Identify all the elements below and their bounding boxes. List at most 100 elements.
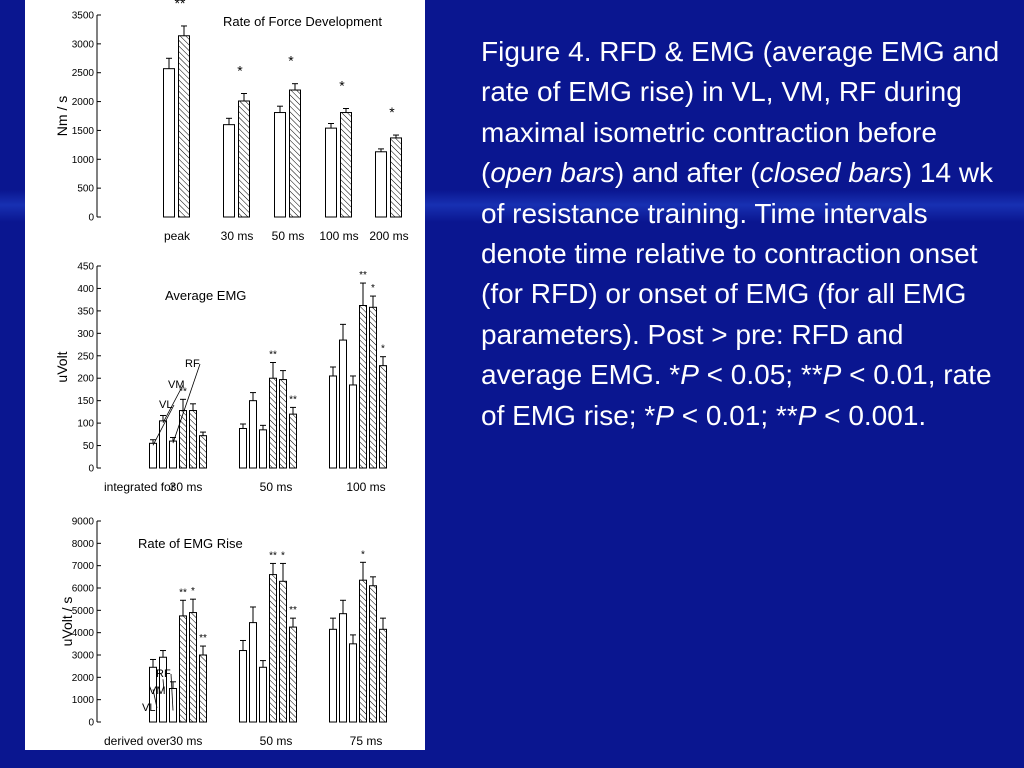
c2-ytick-label-0: 0: [88, 464, 94, 475]
c3-ytick-label-0: 0: [88, 718, 94, 729]
c2-title: Average EMG: [165, 288, 246, 303]
c1-title: Rate of Force Development: [223, 14, 382, 29]
c3-bar-label-vl: VL: [142, 702, 155, 714]
c1-bar-open-1: [223, 124, 235, 218]
c2-bar-hatched-1-0: [269, 377, 277, 469]
c1-sig-4: *: [389, 104, 395, 120]
c1-bar-hatched-2: [289, 89, 301, 218]
caption-text-2: ) and after (: [614, 157, 760, 189]
c1-sig-2: *: [288, 53, 294, 69]
c1-bar-hatched-0: [178, 35, 190, 218]
c3-xprefix: derived over: [104, 734, 170, 748]
c2-category-0: 30 ms: [170, 480, 203, 494]
c1-bar-hatched-4: [390, 137, 402, 218]
c3-title: Rate of EMG Rise: [138, 536, 243, 551]
caption-text-5: < 0.01, rate of EMG rise; *: [481, 359, 992, 431]
c3-bar-hatched-1-1: [279, 580, 287, 723]
c3-sig-2-0: *: [361, 549, 365, 560]
c2-ytick-label-8: 400: [77, 284, 94, 295]
c3-sig-1-2: **: [289, 605, 297, 616]
c2-bar-open-0-0: [149, 442, 157, 469]
c2-ytick-label-5: 250: [77, 351, 94, 362]
c2-sig-1-0: **: [269, 350, 277, 361]
c3-ytick-label-5: 5000: [72, 606, 95, 617]
c3-bar-hatched-2-0: [359, 579, 367, 723]
c2-bar-open-2-2: [349, 384, 357, 469]
c1-category-3: 100 ms: [319, 229, 358, 243]
caption-p-4: P: [797, 399, 817, 431]
c1-ytick-label-3: 1500: [72, 126, 95, 137]
c2-bar-hatched-1-2: [289, 413, 297, 469]
c3-bar-open-1-0: [239, 650, 247, 723]
c3-ytick-label-9: 9000: [72, 517, 95, 528]
c2-ytick-label-1: 50: [83, 441, 95, 452]
c3-ytick-label-2: 2000: [72, 673, 95, 684]
c3-sig-0-0: **: [179, 587, 187, 598]
c1-ytick-label-6: 3000: [72, 39, 95, 50]
c2-category-1: 50 ms: [260, 480, 293, 494]
c2-bar-hatched-0-0: [179, 410, 187, 469]
caption-p-3: P: [655, 399, 674, 431]
c3-bar-label-vm: VM: [149, 685, 166, 697]
c1-ylabel: Nm / s: [54, 96, 70, 136]
c2-bar-open-1-2: [259, 429, 267, 469]
c2-bar-open-0-2: [169, 440, 177, 469]
caption-p-2: P: [822, 359, 842, 391]
c2-ylabel: uVolt: [54, 351, 70, 382]
c2-ytick-label-4: 200: [77, 374, 94, 385]
c2-ytick-label-9: 450: [77, 262, 94, 273]
c1-bar-hatched-1: [238, 100, 250, 218]
figure-panel: 0 500 1000 1500 2000 2500 3000 3500 Nm / s Rate o…: [25, 0, 425, 750]
c2-category-2: 100 ms: [346, 480, 385, 494]
c1-category-4: 200 ms: [369, 229, 408, 243]
c2-bar-open-2-0: [329, 375, 337, 469]
figure-caption: Figure 4. RFD & EMG (average EMG and rat…: [481, 32, 1001, 436]
c3-sig-1-0: **: [269, 550, 277, 561]
c2-bar-open-2-1: [339, 339, 347, 469]
c2-bar-hatched-2-2: [379, 365, 387, 469]
c3-category-0: 30 ms: [170, 734, 203, 748]
caption-closed-bars: closed bars: [759, 157, 903, 189]
c2-sig-1-2: **: [289, 394, 297, 405]
c1-ytick-label-7: 3500: [72, 11, 95, 22]
c2-bar-open-1-0: [239, 427, 247, 469]
c3-bar-label-leader-vl: [152, 689, 158, 709]
c3-bar-hatched-1-2: [289, 626, 297, 723]
c2-bar-hatched-2-0: [359, 305, 367, 469]
caption-text-3: ) 14 wk of resistance training. Time int…: [481, 157, 994, 391]
c1-ytick-label-2: 1000: [72, 155, 95, 166]
c3-bar-hatched-0-0: [179, 615, 187, 723]
c2-bar-hatched-2-1: [369, 306, 377, 469]
c3-ytick-label-4: 4000: [72, 628, 95, 639]
c3-category-1: 50 ms: [260, 734, 293, 748]
c2-sig-2-0: **: [359, 270, 367, 281]
c3-ylabel: uVolt / s: [59, 597, 75, 647]
c2-bar-hatched-0-2: [199, 435, 207, 469]
caption-text-7: < 0.001.: [816, 399, 927, 431]
c2-bar-hatched-0-1: [189, 410, 197, 469]
c3-bar-open-1-1: [249, 622, 257, 723]
c2-bar-label-rf: RF: [185, 358, 200, 370]
c3-bar-label-rf: RF: [156, 668, 171, 680]
c3-bar-open-2-1: [339, 613, 347, 723]
c2-bar-label-vl: VL: [159, 399, 172, 411]
c1-bar-open-0: [163, 68, 175, 218]
c3-ytick-label-1: 1000: [72, 695, 95, 706]
c2-sig-2-2: *: [381, 344, 385, 355]
c2-bar-label-leader-vm: [162, 384, 184, 424]
c2-ytick-label-7: 350: [77, 306, 94, 317]
c3-bar-hatched-2-2: [379, 628, 387, 723]
caption-text-6: < 0.01; **: [673, 399, 798, 431]
c3-bar-hatched-0-1: [189, 612, 197, 723]
c2-sig-0-0: **: [179, 386, 187, 397]
c2-bar-open-0-1: [159, 420, 167, 469]
c3-ytick-label-3: 3000: [72, 651, 95, 662]
c1-category-2: 50 ms: [272, 229, 305, 243]
caption-text-4: < 0.05; **: [698, 359, 823, 391]
c2-ytick-label-3: 150: [77, 396, 94, 407]
caption-text-1: Figure 4. RFD & EMG (average EMG and rat…: [481, 36, 1000, 189]
c2-ytick-label-2: 100: [77, 419, 94, 430]
c1-sig-1: *: [237, 62, 243, 78]
c3-bar-label-leader-vm: [162, 679, 165, 692]
